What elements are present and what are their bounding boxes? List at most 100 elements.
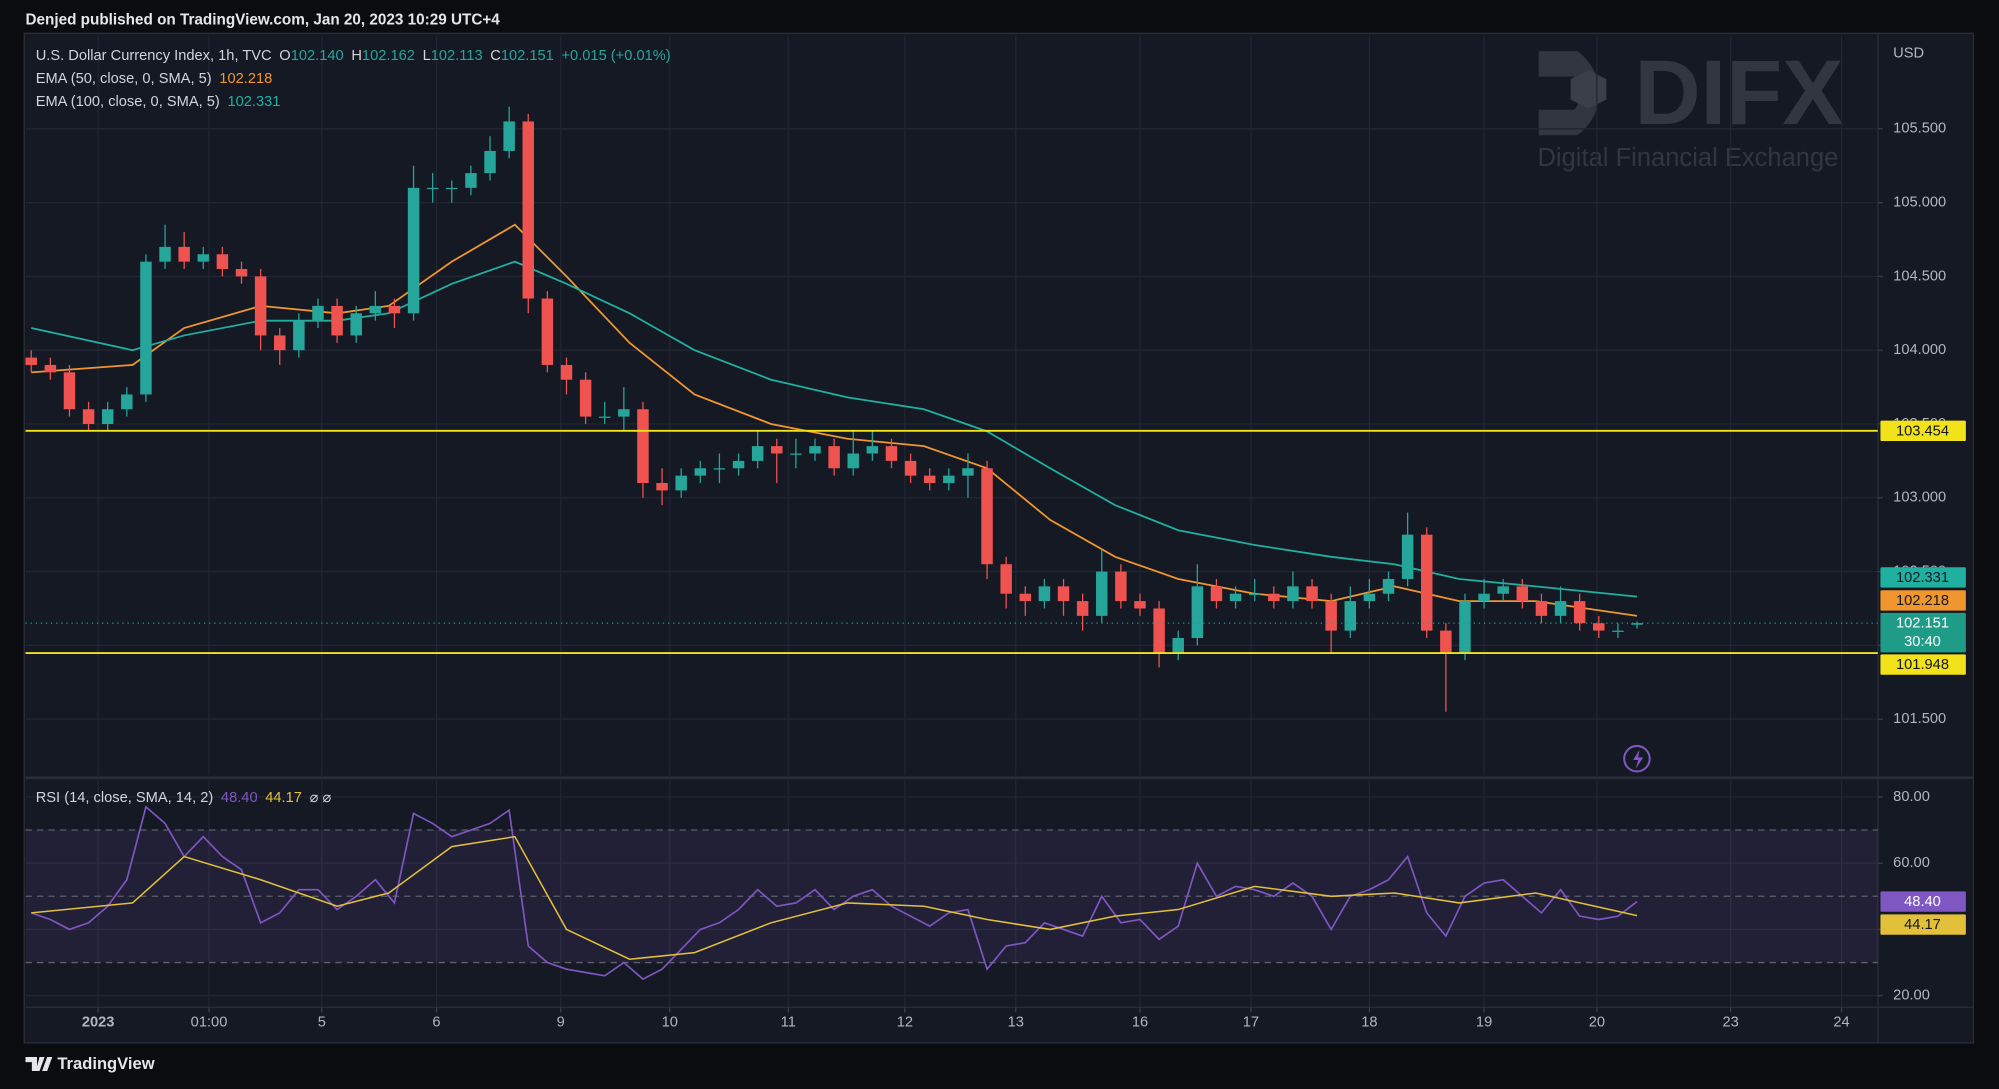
candle-body	[1440, 630, 1452, 653]
ohlc-key: L	[423, 48, 431, 64]
x-tick-label: 12	[897, 1014, 913, 1030]
candle-body	[675, 475, 687, 491]
indicator-legend: EMA (50, close, 0, SMA, 5) 102.218	[36, 71, 273, 87]
alert-icon	[1623, 744, 1651, 773]
candle-body	[1497, 586, 1509, 594]
candle-body	[465, 173, 477, 188]
published-note: Denjed published on TradingView.com, Jan…	[25, 12, 500, 29]
rsi-badge: 48.40	[1904, 894, 1941, 910]
ohlc-key: C	[490, 48, 501, 64]
candle-body	[426, 187, 439, 190]
candle-body	[1019, 593, 1032, 602]
candle-body	[1229, 593, 1242, 602]
y-tick-label: 104.000	[1893, 342, 1946, 358]
footer-icon	[25, 1056, 53, 1072]
grid	[25, 35, 1878, 1008]
candle-body	[82, 409, 95, 424]
candle-body	[388, 305, 401, 314]
rsi-badge-bg	[1880, 914, 1966, 935]
candle-body	[1478, 593, 1490, 602]
candle-body	[293, 320, 305, 351]
y-tick-label: 101.500	[1893, 711, 1946, 727]
candle-body	[579, 379, 592, 417]
x-tick-label: 20	[1589, 1014, 1605, 1030]
watermark-brand: DIFX	[1634, 42, 1843, 144]
rsi-value: 44.17	[265, 790, 302, 806]
x-tick-label: 19	[1476, 1014, 1492, 1030]
change: +0.015 (+0.01%)	[561, 48, 670, 64]
candle-body	[694, 468, 707, 476]
x-tick-label: 5	[318, 1014, 326, 1030]
x-tick-label: 24	[1833, 1014, 1849, 1030]
indicator-value: 102.331	[227, 94, 280, 110]
candle-body	[962, 468, 974, 476]
alert-bolt	[1633, 749, 1644, 769]
candle-body	[771, 446, 783, 454]
legends: U.S. Dollar Currency Index, 1h, TVC O102.…	[36, 48, 671, 806]
x-tick-label: 10	[662, 1014, 678, 1030]
rsi-line	[30, 805, 1638, 981]
candle-body	[63, 372, 76, 410]
rsi-suffix: ⌀ ⌀	[310, 790, 332, 806]
candle-body	[809, 446, 821, 454]
candle-body	[274, 335, 286, 351]
y-tick-label: 104.500	[1893, 268, 1946, 284]
indicator-value: 102.218	[219, 71, 272, 87]
x-tick-label: 2023	[82, 1014, 115, 1030]
indicator-legend: EMA (100, close, 0, SMA, 5) 102.331	[36, 94, 281, 110]
price-legend: U.S. Dollar Currency Index, 1h, TVC O102.…	[36, 48, 671, 64]
candle-body	[904, 460, 917, 476]
candle-body	[1115, 571, 1127, 602]
candle-body	[1421, 534, 1433, 631]
y-tick-label: 103.000	[1893, 490, 1946, 506]
rsi-badge-bg	[1880, 891, 1966, 912]
candle-body	[25, 357, 37, 365]
candle-body	[1172, 637, 1184, 653]
candle-body	[1268, 593, 1280, 602]
x-tick-label: 17	[1243, 1014, 1259, 1030]
ohlc-value: 102.162	[362, 48, 415, 64]
ohlc-key: O	[279, 48, 290, 64]
y-tick-label: 105.500	[1893, 121, 1946, 137]
x-tick-label: 16	[1132, 1014, 1148, 1030]
candle-body	[503, 121, 515, 151]
badges: 103.454 101.948 102.151 30:40 102.218 102.331…	[1880, 420, 1966, 935]
candle-body	[1344, 601, 1357, 631]
ohlc-key: H	[351, 48, 362, 64]
candle-body	[1210, 586, 1223, 602]
ema-line	[31, 260, 1638, 598]
candle-body	[522, 121, 534, 299]
watermark: DIFX Digital Financial Exchange	[1537, 42, 1843, 172]
candle-body	[121, 394, 133, 410]
candle-body	[943, 475, 955, 484]
candle-body	[1306, 586, 1318, 602]
candle-body	[790, 453, 802, 455]
ohlc-value: 102.140	[291, 48, 344, 64]
candle-body	[1287, 586, 1299, 602]
candle-body	[828, 446, 840, 469]
candle-body	[1076, 601, 1089, 616]
candle-body	[713, 468, 726, 470]
candle-body	[598, 416, 611, 418]
candle-body	[1248, 593, 1261, 595]
rsi-sma-line	[31, 835, 1638, 961]
x-tick-label: 13	[1008, 1014, 1024, 1030]
candle-body	[1573, 601, 1586, 624]
y-tick-label: 60.00	[1893, 855, 1930, 871]
y-tick-label: 105.000	[1893, 194, 1946, 210]
candle-body	[866, 446, 879, 454]
candle-body	[197, 254, 210, 262]
x-tick-label: 6	[432, 1014, 440, 1030]
ema-badge: 102.218	[1896, 593, 1949, 609]
candle-body	[235, 269, 248, 277]
y-tick-label: 20.00	[1893, 988, 1930, 1004]
level-badge-bg	[1880, 420, 1966, 441]
watermark-logo	[1538, 51, 1600, 136]
candle-body	[254, 276, 267, 336]
candle-body	[178, 246, 190, 262]
candle-body	[1535, 601, 1548, 616]
candle-body	[637, 409, 649, 484]
